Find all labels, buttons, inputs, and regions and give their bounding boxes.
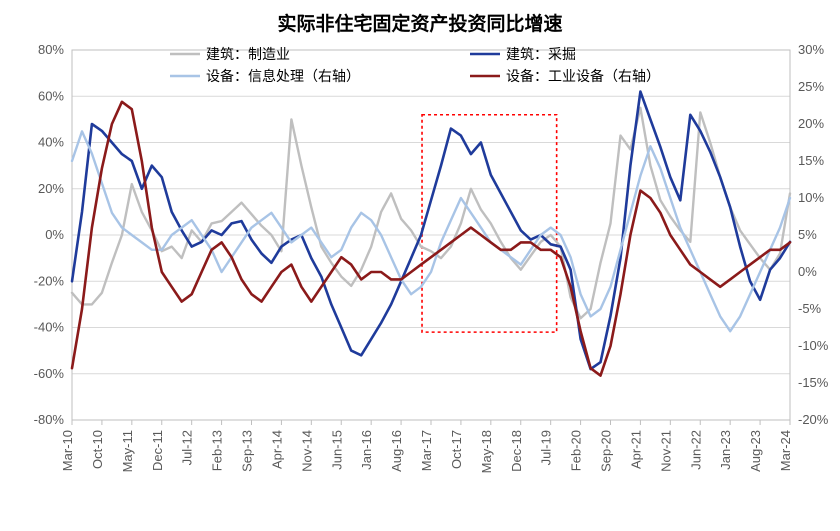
- x-tick: Sep-20: [599, 430, 614, 472]
- x-tick: Feb-13: [210, 430, 225, 471]
- y-left-tick: -80%: [34, 412, 65, 427]
- x-tick: Jul-19: [539, 430, 554, 465]
- x-tick: Jan-16: [359, 430, 374, 470]
- legend-label: 设备：信息处理（右轴）: [206, 68, 360, 84]
- y-right-tick: -15%: [798, 375, 829, 390]
- y-right-tick: -5%: [798, 301, 822, 316]
- chart-svg: 实际非住宅固定资产投资同比增速 -80% -60% -40% -20% 0% 20% 40% 6…: [0, 0, 840, 526]
- y-left-tick: 80%: [38, 42, 64, 57]
- y-left-tick: -40%: [34, 320, 65, 335]
- x-tick: Dec-11: [150, 430, 165, 471]
- x-tick: Oct-17: [449, 430, 464, 469]
- x-tick: Mar-24: [778, 430, 793, 471]
- y-right-tick: -20%: [798, 412, 829, 427]
- x-tick: Oct-10: [90, 430, 105, 469]
- x-tick: Jun-15: [329, 430, 344, 470]
- y-right-tick: 15%: [798, 153, 824, 168]
- x-tick: May-11: [120, 430, 135, 472]
- chart-title: 实际非住宅固定资产投资同比增速: [277, 12, 562, 35]
- x-tick: Feb-20: [569, 430, 584, 471]
- legend-label: 建筑：采掘: [506, 46, 576, 62]
- x-tick: Apr-14: [269, 430, 284, 469]
- x-tick: Nov-14: [299, 430, 314, 472]
- chart-container: 实际非住宅固定资产投资同比增速 -80% -60% -40% -20% 0% 20% 40% 6…: [0, 0, 840, 526]
- y-left-tick: 0%: [45, 227, 64, 242]
- x-tick: Jun-22: [688, 430, 703, 470]
- x-tick: Apr-21: [628, 430, 643, 469]
- x-tick: Mar-17: [419, 430, 434, 471]
- y-left-tick: -20%: [34, 273, 65, 288]
- x-tick: Aug-23: [748, 430, 763, 472]
- y-right-tick: -10%: [798, 338, 829, 353]
- x-tick: Aug-16: [389, 430, 404, 472]
- y-right-tick: 10%: [798, 190, 824, 205]
- legend-label: 建筑：制造业: [206, 46, 290, 62]
- x-tick: Nov-21: [658, 430, 673, 472]
- y-right-tick: 5%: [798, 227, 817, 242]
- y-right-tick: 0%: [798, 264, 817, 279]
- legend-label: 设备：工业设备（右轴）: [506, 68, 660, 84]
- y-left-tick: 60%: [38, 88, 64, 103]
- y-right-tick: 30%: [798, 42, 824, 57]
- x-tick: May-18: [479, 430, 494, 473]
- y-right-tick: 20%: [798, 116, 824, 131]
- y-right-tick: 25%: [798, 79, 824, 94]
- x-tick: Jan-23: [718, 430, 733, 470]
- x-tick: Mar-10: [60, 430, 75, 471]
- y-left-tick: -60%: [34, 366, 65, 381]
- x-tick: Jul-12: [180, 430, 195, 465]
- x-tick: Dec-18: [509, 430, 524, 472]
- y-left-tick: 40%: [38, 135, 64, 150]
- y-left-tick: 20%: [38, 181, 64, 196]
- x-tick: Sep-13: [240, 430, 255, 472]
